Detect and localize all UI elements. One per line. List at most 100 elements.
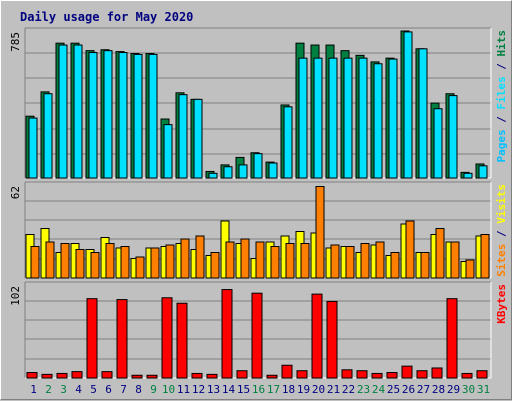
y-axis-label-kbytes: KBytes — [495, 284, 508, 324]
sites-bar — [150, 247, 160, 279]
sites-bar — [285, 243, 295, 279]
kbytes-bar — [206, 373, 218, 379]
files-bar — [103, 50, 113, 179]
sites-bar — [240, 238, 250, 279]
files-bar — [313, 57, 323, 179]
x-tick-label: 17 — [267, 383, 280, 396]
x-tick-label: 30 — [462, 383, 475, 396]
x-tick-label: 24 — [372, 383, 386, 396]
x-tick-label: 8 — [135, 383, 142, 396]
kbytes-bar — [71, 371, 83, 379]
kbytes-bar — [56, 372, 68, 379]
x-tick-label: 25 — [387, 383, 400, 396]
kbytes-bar — [146, 374, 158, 379]
y-axis-label-part: KBytes — [495, 284, 508, 324]
x-tick-label: 13 — [207, 383, 220, 396]
x-tick-label: 9 — [150, 383, 157, 396]
x-tick-label: 26 — [402, 383, 415, 396]
y-max-label-kbytes: 102 — [9, 286, 22, 306]
kbytes-bar — [131, 374, 143, 379]
files-bar — [478, 165, 488, 179]
files-bar — [28, 117, 38, 179]
y-axis-label-part: Files — [495, 76, 508, 109]
sites-bar — [255, 241, 265, 279]
files-bar — [163, 124, 173, 179]
chart-title: Daily usage for May 2020 — [20, 10, 193, 24]
kbytes-bar — [311, 293, 323, 379]
files-bar — [178, 94, 188, 179]
files-bar — [358, 57, 368, 179]
sites-bar — [360, 243, 370, 279]
sites-bar — [330, 244, 340, 279]
kbytes-bar — [461, 372, 473, 379]
y-axis-label-part: / — [495, 224, 508, 244]
sites-bar — [375, 241, 385, 279]
y-max-label-hits: 785 — [9, 32, 22, 52]
kbytes-bar — [101, 371, 113, 379]
x-tick-label: 31 — [477, 383, 490, 396]
sites-bar — [180, 238, 190, 279]
x-tick-label: 21 — [327, 383, 340, 396]
kbytes-bar — [26, 372, 38, 379]
x-tick-label: 22 — [342, 383, 355, 396]
files-bar — [43, 93, 53, 179]
x-tick-label: 6 — [105, 383, 112, 396]
kbytes-bar — [446, 298, 458, 379]
x-tick-label: 23 — [357, 383, 370, 396]
kbytes-bar — [326, 300, 338, 379]
files-bar — [418, 48, 428, 179]
kbytes-bar — [176, 302, 188, 379]
files-bar — [283, 106, 293, 179]
y-axis-label-part: Hits — [495, 30, 508, 57]
x-tick-label: 27 — [417, 383, 430, 396]
files-bar — [433, 108, 443, 179]
sites-bar — [315, 186, 325, 279]
files-bar — [73, 44, 83, 179]
x-tick-label: 18 — [282, 383, 295, 396]
x-tick-label: 11 — [177, 383, 190, 396]
kbytes-bar — [281, 364, 293, 379]
sites-bar — [60, 243, 70, 279]
y-axis-label-hits: Pages / Files / Hits — [495, 30, 508, 163]
files-bar — [343, 57, 353, 179]
sites-bar — [165, 244, 175, 279]
x-tick-label: 16 — [252, 383, 265, 396]
kbytes-bar — [266, 374, 278, 379]
x-tick-label: 10 — [162, 383, 175, 396]
x-tick-label: 14 — [222, 383, 236, 396]
kbytes-bar — [221, 289, 233, 379]
y-max-label-visits: 62 — [9, 186, 22, 199]
sites-bar — [390, 252, 400, 279]
x-tick-label: 7 — [120, 383, 127, 396]
files-bar — [208, 172, 218, 179]
sites-bar — [30, 246, 40, 279]
files-bar — [298, 57, 308, 179]
sites-bar — [435, 228, 445, 279]
x-tick-label: 2 — [45, 383, 52, 396]
kbytes-bar — [191, 372, 203, 379]
files-bar — [148, 53, 158, 179]
files-bar — [58, 44, 68, 179]
y-axis-label-part: / — [495, 110, 508, 130]
x-tick-label: 29 — [447, 383, 460, 396]
files-bar — [238, 164, 248, 179]
sites-bar — [480, 234, 490, 279]
files-bar — [403, 31, 413, 179]
x-tick-label: 1 — [30, 383, 37, 396]
x-tick-label: 5 — [90, 383, 97, 396]
sites-bar — [300, 243, 310, 279]
x-tick-label: 28 — [432, 383, 445, 396]
x-tick-label: 12 — [192, 383, 205, 396]
files-bar — [388, 58, 398, 179]
sites-bar — [75, 249, 85, 279]
sites-bar — [420, 252, 430, 279]
sites-bar — [450, 241, 460, 279]
y-axis-label-part: Pages — [495, 129, 508, 162]
files-bar — [88, 52, 98, 179]
sites-bar — [90, 252, 100, 279]
x-tick-label: 19 — [297, 383, 310, 396]
sites-bar — [195, 235, 205, 279]
files-bar — [133, 53, 143, 179]
sites-bar — [405, 220, 415, 279]
